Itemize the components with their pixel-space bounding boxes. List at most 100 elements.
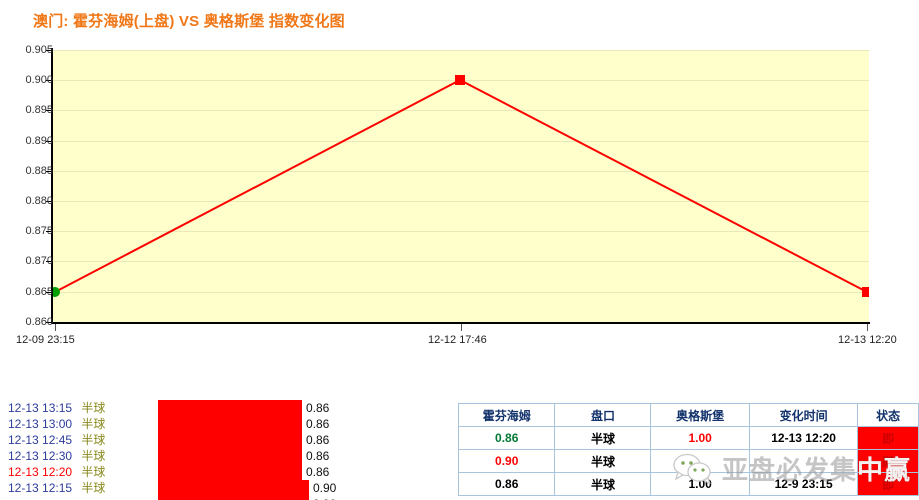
bar-fill xyxy=(158,480,309,496)
list-item[interactable]: 12-13 12:15 半球 xyxy=(8,480,148,496)
cell-time: 12-13 12:20 xyxy=(748,426,859,450)
chart-point-peak xyxy=(455,75,465,85)
y-tick-label: 0.905 xyxy=(25,44,53,56)
y-tick-label: 0.895 xyxy=(25,104,53,116)
bar-fill xyxy=(158,400,302,416)
chart-plot-area xyxy=(53,50,869,322)
column-header-home: 霍芬海姆 xyxy=(457,403,556,427)
chart-point-end xyxy=(862,287,869,297)
list-item-handicap: 半球 xyxy=(81,401,106,415)
bar-row: 0.86 xyxy=(158,432,348,448)
odds-change-list: 12-13 13:15 半球 12-13 13:00 半球 12-13 12:4… xyxy=(8,400,148,496)
cell-away: 1.00 xyxy=(650,472,750,496)
list-item-date: 12-13 12:15 xyxy=(8,481,73,495)
bar-value: 0.90 xyxy=(309,496,336,500)
cell-handicap: 半球 xyxy=(554,449,652,473)
y-tick-label: 0.885 xyxy=(25,165,53,177)
bar-row: 0.86 xyxy=(158,400,348,416)
y-axis-ticks: 0.905 0.900 0.895 0.890 0.885 0.880 0.87… xyxy=(0,40,53,345)
bar-value: 0.86 xyxy=(306,449,330,463)
table-row[interactable]: 0.86 半球 1.00 12-9 23:15 即 xyxy=(457,472,919,496)
cell-home: 0.86 xyxy=(457,472,556,496)
list-item-date: 12-13 13:15 xyxy=(8,401,73,415)
list-item-handicap: 半球 xyxy=(81,433,106,447)
list-item[interactable]: 12-13 12:30 半球 xyxy=(8,448,148,464)
x-tick-label: 12-13 12:20 xyxy=(838,334,897,346)
chart-series-line xyxy=(53,75,869,297)
x-tick-label: 12-09 23:15 xyxy=(16,334,75,346)
bar-fill xyxy=(158,496,309,500)
y-tick-label: 0.875 xyxy=(25,225,53,237)
x-axis-line xyxy=(51,322,870,324)
bar-value: 0.86 xyxy=(306,417,330,431)
table-header-row: 霍芬海姆 盘口 奥格斯堡 变化时间 状态 xyxy=(457,403,919,427)
x-tick-label: 12-12 17:46 xyxy=(428,334,487,346)
odds-history-table: 霍芬海姆 盘口 奥格斯堡 变化时间 状态 0.86 半球 1.00 12-13 … xyxy=(457,403,919,496)
bar-row: 0.86 xyxy=(158,464,348,480)
x-tick-mark xyxy=(461,324,462,331)
cell-time: 12-9 23:15 xyxy=(748,472,859,496)
list-item[interactable]: 12-13 12:45 半球 xyxy=(8,432,148,448)
y-axis-line xyxy=(51,48,53,324)
bar-value: 0.90 xyxy=(313,481,337,495)
bar-row: 0.90 xyxy=(158,480,348,496)
gridline xyxy=(53,171,869,172)
cell-handicap: 半球 xyxy=(554,426,652,450)
list-item-date: 12-13 12:30 xyxy=(8,449,73,463)
cell-home: 0.86 xyxy=(457,426,556,450)
list-item-date: 12-13 12:20 xyxy=(8,465,73,479)
bar-value: 0.86 xyxy=(306,465,330,479)
chart-point-start xyxy=(53,287,60,297)
y-tick-label: 0.900 xyxy=(25,74,53,86)
bar-row: 0.90 xyxy=(158,496,348,500)
list-item-date: 12-13 12:45 xyxy=(8,433,73,447)
gridline xyxy=(53,231,869,232)
list-item[interactable]: 12-13 13:15 半球 xyxy=(8,400,148,416)
table-row[interactable]: 0.90 半球 即 xyxy=(457,449,919,473)
cell-handicap: 半球 xyxy=(554,472,652,496)
bar-value: 0.86 xyxy=(306,401,330,415)
list-item[interactable]: 12-13 13:00 半球 xyxy=(8,416,148,432)
gridline xyxy=(53,201,869,202)
y-tick-label: 0.865 xyxy=(25,286,53,298)
column-header-handicap: 盘口 xyxy=(554,403,652,427)
y-tick-label: 0.870 xyxy=(25,255,53,267)
cell-away xyxy=(650,449,750,473)
bar-fill xyxy=(158,464,302,480)
y-tick-label: 0.860 xyxy=(25,316,53,328)
list-item-handicap: 半球 xyxy=(81,417,106,431)
list-item[interactable]: 12-13 12:20 半球 xyxy=(8,464,148,480)
column-header-away: 奥格斯堡 xyxy=(650,403,750,427)
cell-state: 即 xyxy=(857,449,919,473)
cell-state: 即 xyxy=(857,426,919,450)
bar-row: 0.86 xyxy=(158,416,348,432)
list-item-handicap: 半球 xyxy=(81,449,106,463)
gridline xyxy=(53,50,869,51)
gridline xyxy=(53,110,869,111)
odds-bar-chart: 0.86 0.86 0.86 0.86 0.86 0.90 0.90 xyxy=(158,400,348,500)
gridline xyxy=(53,292,869,293)
cell-state: 即 xyxy=(857,472,919,496)
cell-home: 0.90 xyxy=(457,449,556,473)
bar-value: 0.86 xyxy=(306,433,330,447)
list-item-handicap: 半球 xyxy=(81,465,106,479)
list-item-handicap: 半球 xyxy=(81,481,106,495)
cell-away: 1.00 xyxy=(650,426,750,450)
bar-fill xyxy=(158,416,302,432)
bar-fill xyxy=(158,448,302,464)
column-header-state: 状态 xyxy=(857,403,919,427)
list-item-date: 12-13 13:00 xyxy=(8,417,73,431)
index-change-chart: 0.905 0.900 0.895 0.890 0.885 0.880 0.87… xyxy=(0,40,919,347)
page-title: 澳门: 霍芬海姆(上盘) VS 奥格斯堡 指数变化图 xyxy=(33,13,345,30)
bar-row: 0.86 xyxy=(158,448,348,464)
table-row[interactable]: 0.86 半球 1.00 12-13 12:20 即 xyxy=(457,426,919,450)
x-tick-mark xyxy=(867,324,868,331)
y-tick-label: 0.890 xyxy=(25,135,53,147)
cell-time xyxy=(748,449,859,473)
column-header-time: 变化时间 xyxy=(748,403,859,427)
gridline xyxy=(53,141,869,142)
x-tick-mark xyxy=(55,324,56,331)
bar-fill xyxy=(158,432,302,448)
gridline xyxy=(53,261,869,262)
